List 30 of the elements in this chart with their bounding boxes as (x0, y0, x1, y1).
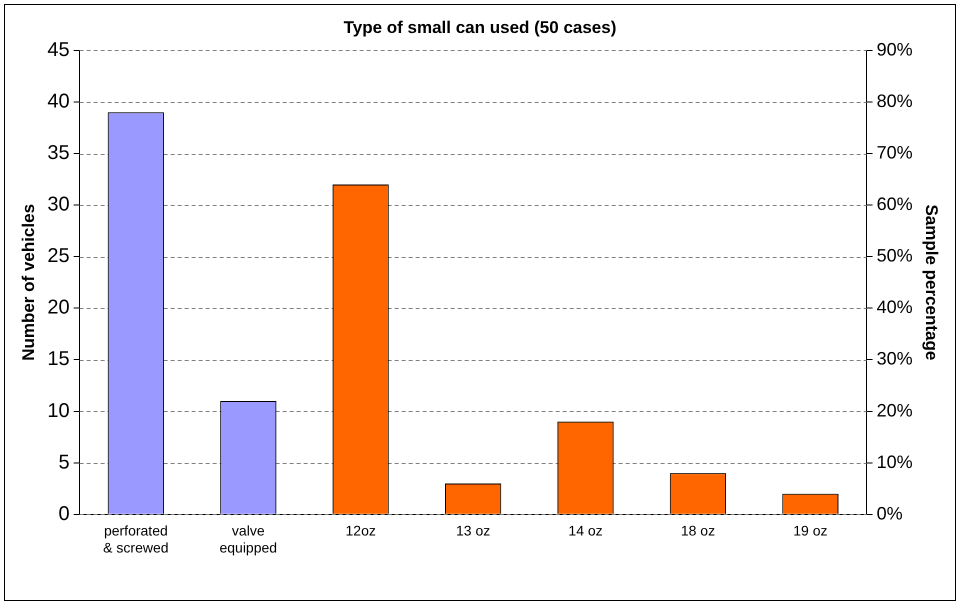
x-tick-label: 18 oz (680, 522, 716, 539)
y2-tick-label: 90% (876, 39, 913, 60)
y2-tick-label: 20% (876, 400, 913, 420)
chart-title: Type of small can used (50 cases) (344, 18, 616, 37)
y2-tick-label: 0% (876, 503, 903, 524)
y-tick-label: 30 (47, 194, 70, 216)
x-tick-label: 13 oz (456, 522, 490, 539)
x-tick-label: 14 oz (568, 522, 603, 539)
y-tick-label: 25 (47, 245, 70, 268)
y2-tick-label: 70% (876, 142, 913, 162)
y-tick-label: 20 (47, 296, 70, 319)
y2-tick-label: 40% (876, 297, 913, 318)
y-tick-label: 10 (47, 400, 70, 422)
y-tick-label: 5 (58, 451, 70, 474)
x-tick-label: 12oz (346, 522, 376, 539)
y-axis-title: Number of vehicles (18, 204, 38, 361)
x-tick-label: valve equipped (219, 522, 278, 556)
x-tick-label: perforated & screwed (103, 522, 169, 556)
y2-tick-label: 50% (876, 246, 913, 266)
y2-axis-title: Sample percentage (922, 204, 942, 360)
x-tick-label: 19 oz (793, 522, 828, 539)
y-tick-label: 0 (58, 502, 70, 525)
y2-tick-label: 10% (876, 452, 913, 472)
y-tick-label: 40 (47, 90, 70, 112)
y-tick-label: 35 (47, 142, 70, 164)
y-tick-label: 15 (47, 348, 70, 370)
y2-tick-label: 30% (876, 348, 913, 369)
y2-tick-label: 60% (876, 194, 913, 214)
y-tick-label: 45 (47, 38, 70, 61)
y2-tick-label: 80% (876, 90, 913, 111)
